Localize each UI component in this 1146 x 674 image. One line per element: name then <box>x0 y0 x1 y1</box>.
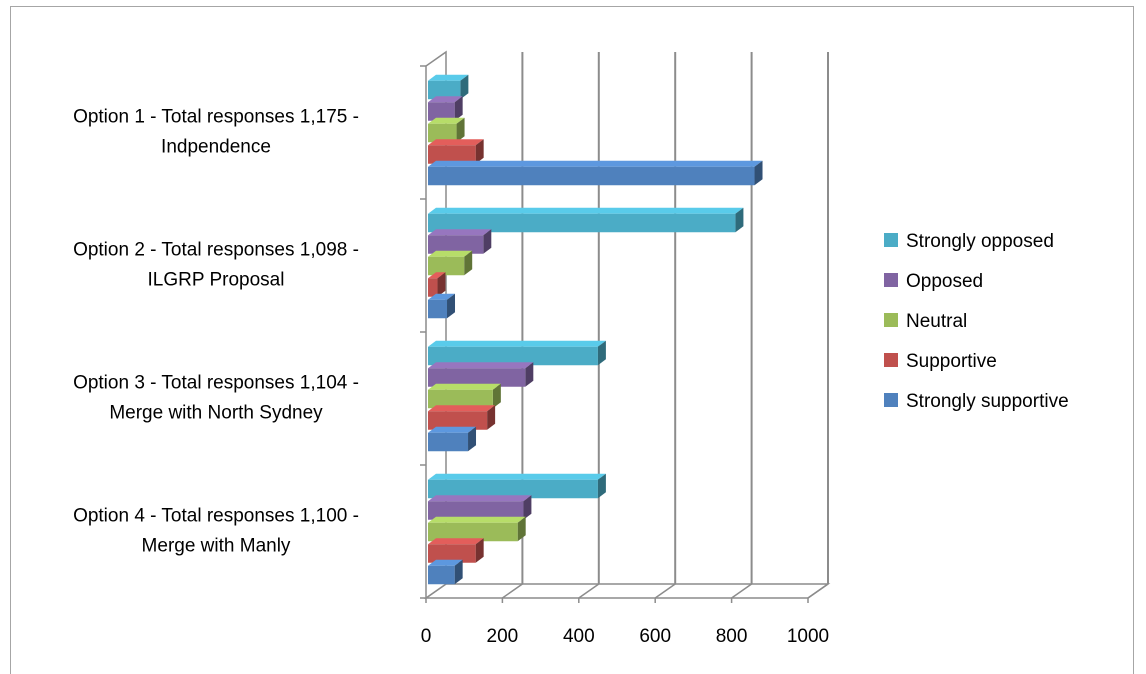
legend-swatch <box>884 313 898 327</box>
bar-strongly-opposed-side <box>460 74 469 100</box>
chart-frame <box>10 6 1134 674</box>
bar-strongly-opposed <box>428 479 598 499</box>
bar-supportive-top <box>428 139 484 146</box>
floor-gridline <box>654 583 676 599</box>
bar-opposed-side <box>483 229 492 254</box>
bar-opposed-side <box>454 96 463 121</box>
bar-strongly-supportive <box>428 432 469 452</box>
bar-strongly-supportive <box>428 299 448 319</box>
bar-strongly-supportive <box>428 565 455 585</box>
bar-strongly-supportive-side <box>468 426 477 452</box>
bar-neutral <box>428 123 457 143</box>
bar-opposed-top <box>428 495 532 502</box>
bar-strongly-opposed-top <box>428 473 606 480</box>
bar-supportive-side <box>475 139 484 164</box>
bar-strongly-supportive-side <box>754 160 763 186</box>
bar-neutral-side <box>492 383 501 409</box>
bar-supportive-side <box>437 272 446 297</box>
category-label: Merge with North Sydney <box>109 403 323 424</box>
bar-strongly-supportive-top <box>428 293 456 300</box>
legend-label: Strongly supportive <box>906 391 1069 412</box>
category-label: Option 3 - Total responses 1,104 - <box>73 373 359 394</box>
bar-supportive <box>428 278 438 297</box>
x-tick-label: 1000 <box>787 626 829 647</box>
bar-strongly-opposed <box>428 346 598 366</box>
bar-supportive <box>428 411 488 430</box>
bar-strongly-supportive <box>428 166 755 186</box>
bar-opposed <box>428 235 484 254</box>
bar-neutral <box>428 522 518 542</box>
bar-strongly-supportive-top <box>428 559 463 566</box>
bar-opposed <box>428 501 524 520</box>
bar-neutral <box>428 389 493 409</box>
bar-neutral-top <box>428 117 465 124</box>
bar-supportive-side <box>475 538 484 563</box>
legend-label: Neutral <box>906 311 967 332</box>
x-tick-label: 400 <box>563 626 595 647</box>
bar-strongly-opposed-side <box>597 340 606 366</box>
bar-strongly-supportive-top <box>428 426 477 433</box>
bar-strongly-opposed-side <box>735 207 744 233</box>
bar-strongly-opposed <box>428 213 736 233</box>
bar-opposed <box>428 102 455 121</box>
x-tick-label: 0 <box>421 626 432 647</box>
bar-opposed-side <box>525 362 534 387</box>
category-label: Merge with Manly <box>142 536 291 557</box>
legend-swatch <box>884 393 898 407</box>
bar-opposed-side <box>523 495 532 520</box>
bar-supportive-top <box>428 538 484 545</box>
bar-neutral-side <box>464 250 473 276</box>
legend-label: Supportive <box>906 351 997 372</box>
legend-label: Strongly opposed <box>906 231 1054 252</box>
bar-strongly-opposed-top <box>428 74 469 81</box>
floor-gridline <box>731 583 753 599</box>
bar-supportive-top <box>428 272 446 279</box>
bar-opposed-top <box>428 362 534 369</box>
x-tick-label: 200 <box>487 626 519 647</box>
category-label: Indpendence <box>161 137 271 158</box>
legend-swatch <box>884 273 898 287</box>
bar-supportive <box>428 145 476 164</box>
chart-left-wall <box>425 50 447 600</box>
category-label: ILGRP Proposal <box>148 270 285 291</box>
legend-swatch <box>884 353 898 367</box>
category-label: Option 4 - Total responses 1,100 - <box>73 506 359 527</box>
bar-strongly-opposed-top <box>428 207 744 214</box>
category-label: Option 2 - Total responses 1,098 - <box>73 240 359 261</box>
chart-floor <box>423 583 831 599</box>
bar-neutral-side <box>456 117 465 143</box>
category-label: Option 1 - Total responses 1,175 - <box>73 107 359 128</box>
bar-strongly-opposed-side <box>597 473 606 499</box>
legend-swatch <box>884 233 898 247</box>
bar-strongly-supportive-side <box>454 559 463 585</box>
bar-opposed-top <box>428 96 463 103</box>
bar-strongly-opposed-top <box>428 340 606 347</box>
bar-supportive-top <box>428 405 496 412</box>
bar-supportive <box>428 544 476 563</box>
x-tick-label: 600 <box>639 626 671 647</box>
bar-strongly-supportive-top <box>428 160 763 167</box>
bar-strongly-supportive-side <box>447 293 456 319</box>
floor-gridline <box>578 583 600 599</box>
x-tick-label: 800 <box>716 626 748 647</box>
bar-neutral-top <box>428 383 501 390</box>
bar-opposed-top <box>428 229 492 236</box>
bar-strongly-opposed <box>428 80 461 100</box>
floor-gridline <box>807 583 829 599</box>
bar-neutral <box>428 256 465 276</box>
bar-neutral-side <box>517 516 526 542</box>
bar-neutral-top <box>428 516 526 523</box>
legend-label: Opposed <box>906 271 983 292</box>
bar-neutral-top <box>428 250 473 257</box>
bar-supportive-side <box>487 405 496 430</box>
bar-opposed <box>428 368 526 387</box>
floor-gridline <box>501 583 523 599</box>
